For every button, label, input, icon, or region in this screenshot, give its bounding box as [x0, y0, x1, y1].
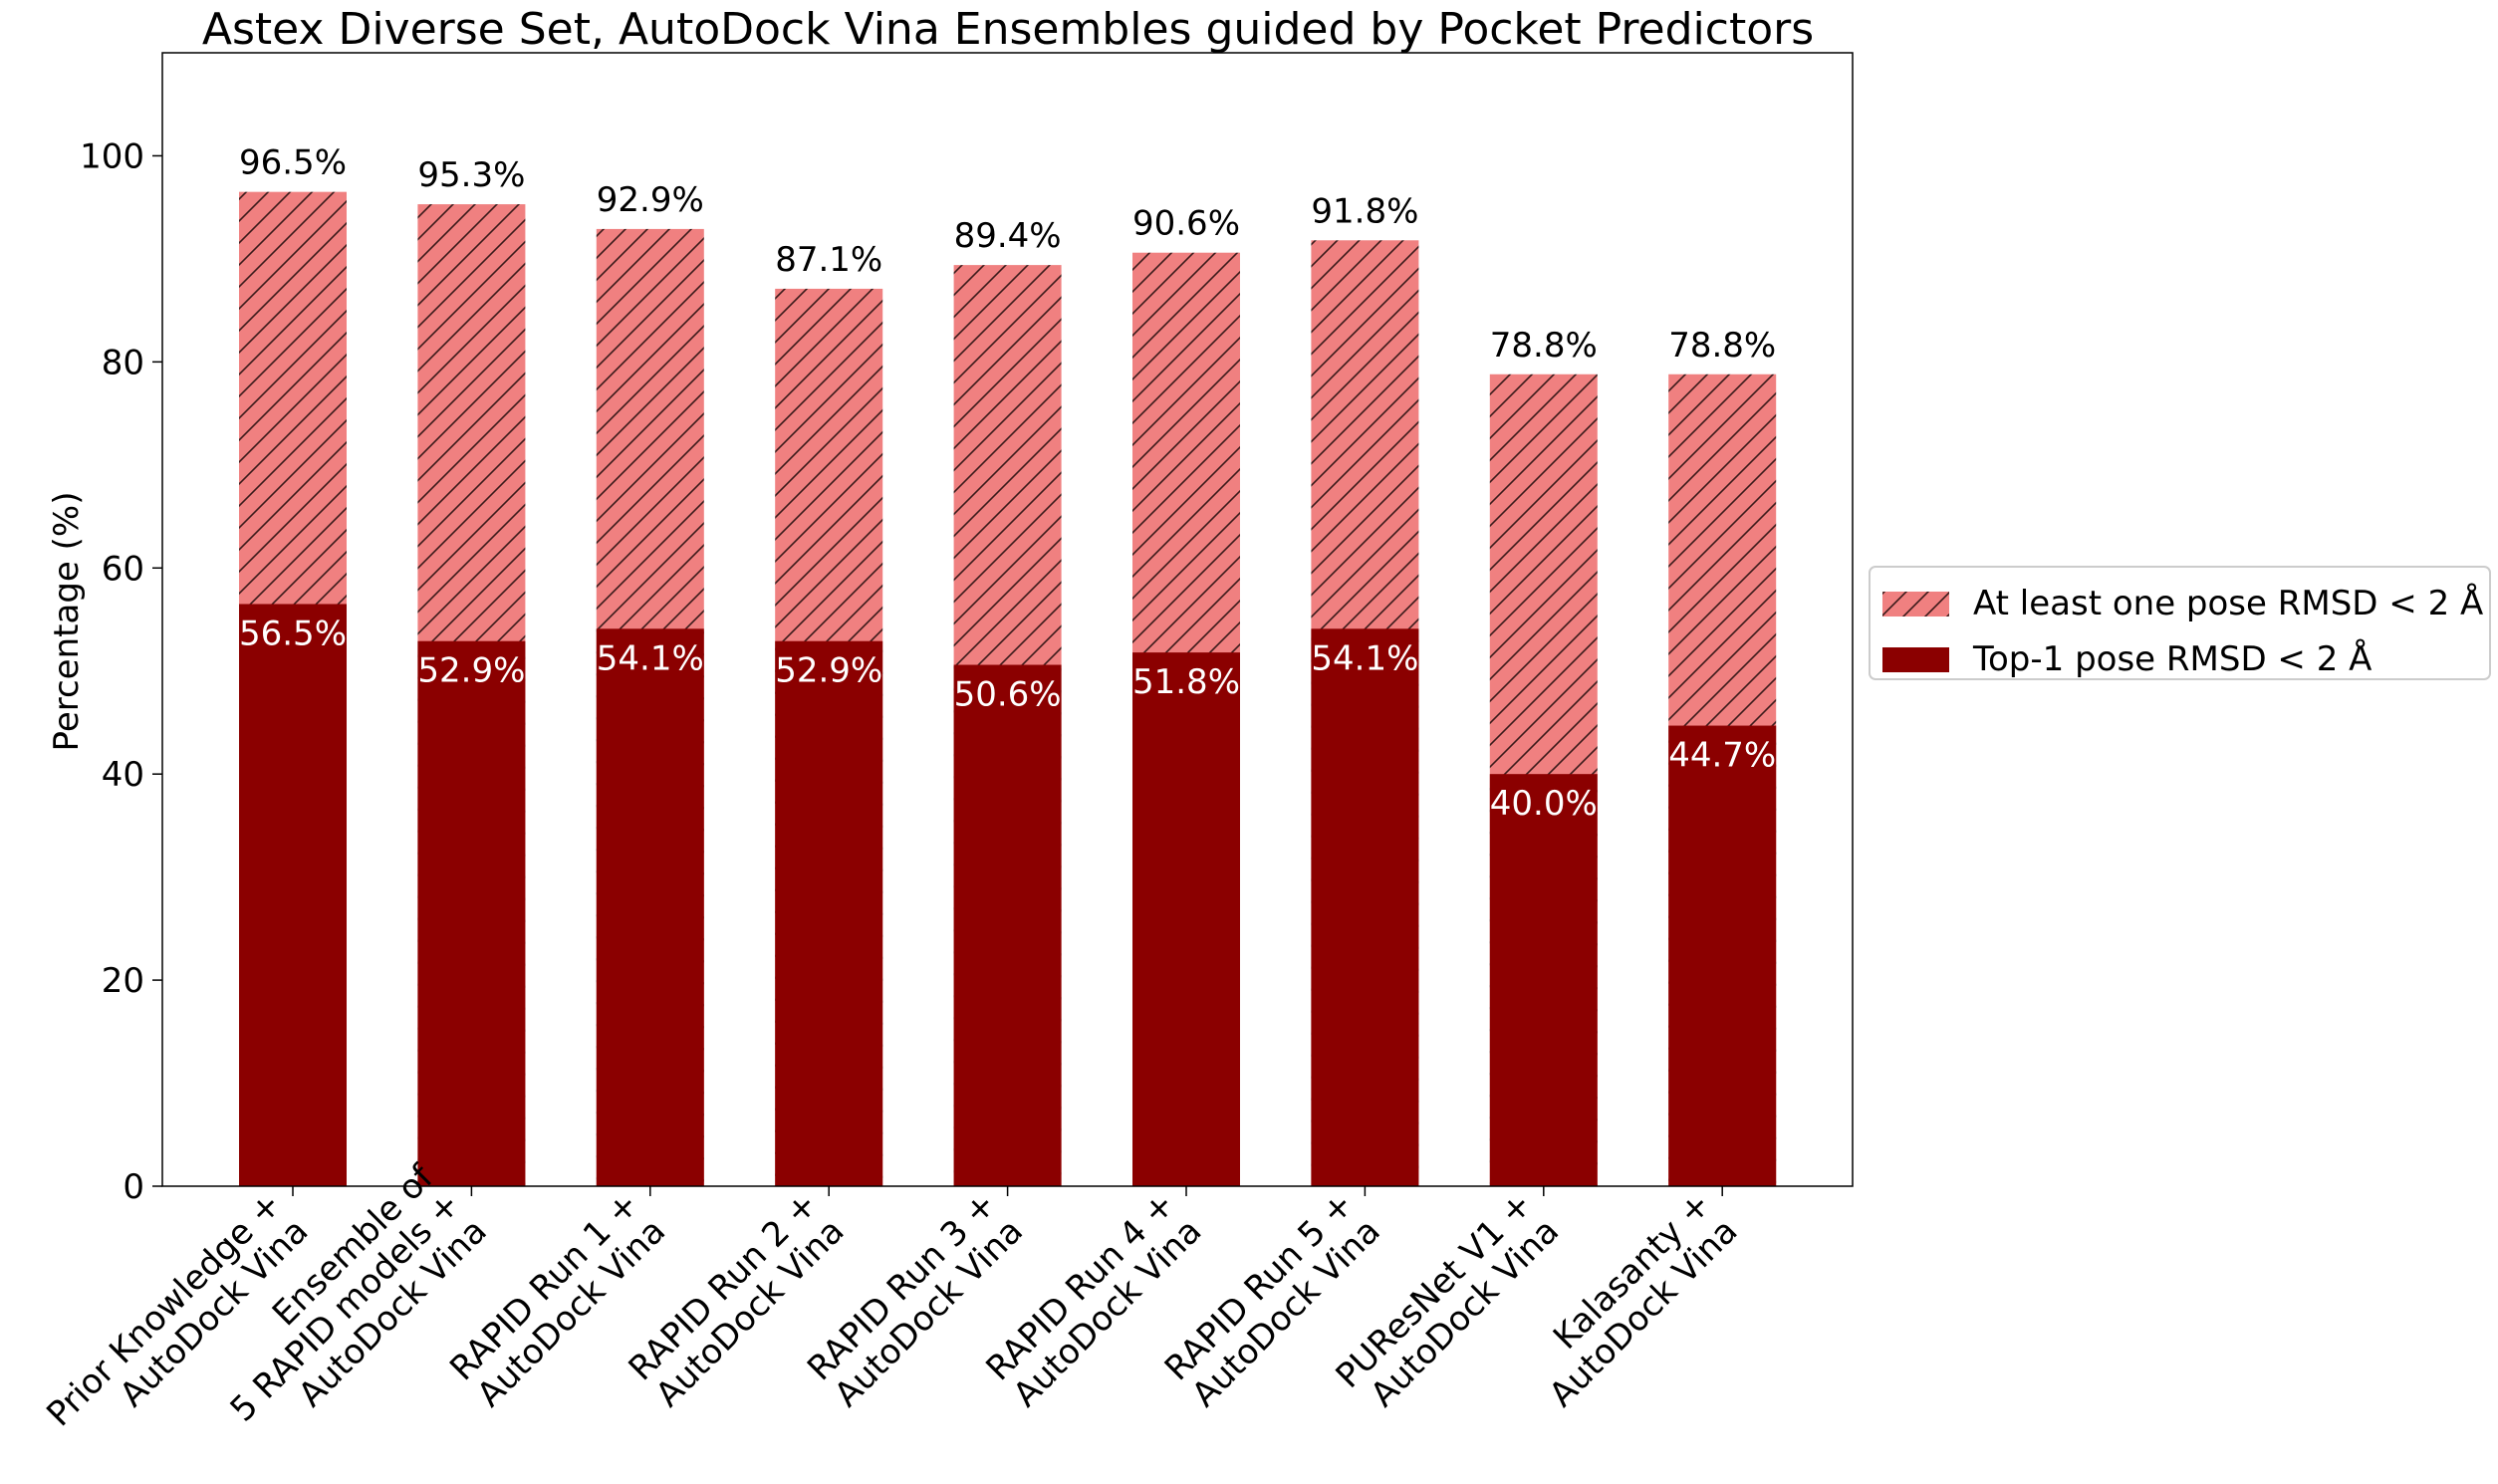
data-label-at-least-one-7: 78.8% [1490, 326, 1598, 366]
bar-top-1-6 [1311, 628, 1419, 1186]
bar-top-1-4 [953, 664, 1062, 1186]
bar-top-1-1 [417, 640, 526, 1186]
data-label-top-1-0: 56.5% [239, 614, 347, 653]
y-tick-label-80: 80 [102, 343, 144, 382]
data-label-at-least-one-4: 89.4% [954, 216, 1062, 256]
bar-top-1-7 [1489, 774, 1598, 1186]
legend-label-top-1: Top-1 pose RMSD < 2 Å [1972, 638, 2372, 679]
y-axis-label: Percentage (%) [47, 492, 87, 752]
bar-top-1-3 [775, 640, 883, 1186]
chart-title: Astex Diverse Set, AutoDock Vina Ensembl… [202, 4, 1814, 55]
legend-frame [1869, 566, 2491, 680]
data-label-at-least-one-1: 95.3% [417, 155, 525, 195]
data-label-at-least-one-6: 91.8% [1311, 191, 1418, 231]
data-label-top-1-3: 52.9% [775, 651, 882, 691]
bar-top-1-5 [1132, 652, 1240, 1186]
data-label-at-least-one-2: 92.9% [597, 180, 704, 220]
legend-swatch-at-least-one [1882, 592, 1949, 617]
data-label-at-least-one-5: 90.6% [1132, 204, 1240, 244]
data-label-at-least-one-0: 96.5% [239, 143, 347, 183]
data-label-top-1-5: 51.8% [1132, 662, 1240, 702]
data-label-top-1-2: 54.1% [597, 638, 704, 678]
y-tick-label-0: 0 [123, 1167, 144, 1207]
bar-top-1-8 [1668, 725, 1777, 1186]
y-tick-label-100: 100 [80, 136, 144, 176]
y-tick-label-60: 60 [102, 549, 144, 589]
data-label-top-1-1: 52.9% [417, 651, 525, 691]
data-label-top-1-7: 40.0% [1490, 784, 1598, 824]
legend: At least one pose RMSD < 2 Å Top-1 pose R… [1869, 566, 2491, 680]
bar-top-1-2 [596, 628, 704, 1186]
y-tick-label-40: 40 [102, 755, 144, 795]
legend-swatch-top-1 [1882, 647, 1949, 672]
bar-top-1-0 [239, 604, 347, 1186]
data-label-at-least-one-8: 78.8% [1668, 326, 1776, 366]
data-label-at-least-one-3: 87.1% [775, 240, 882, 280]
data-label-top-1-6: 54.1% [1311, 638, 1418, 678]
y-tick-label-20: 20 [102, 961, 144, 1001]
data-label-top-1-8: 44.7% [1668, 736, 1776, 776]
data-label-top-1-4: 50.6% [954, 675, 1062, 715]
legend-label-at-least-one: At least one pose RMSD < 2 Å [1973, 583, 2483, 623]
